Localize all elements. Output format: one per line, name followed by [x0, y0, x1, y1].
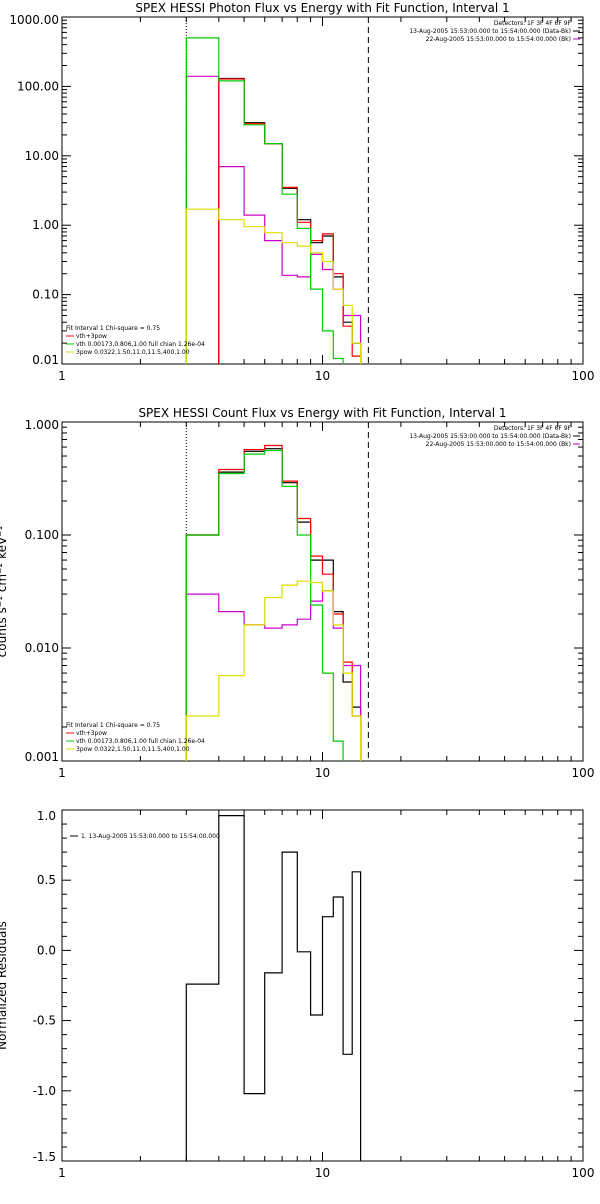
series-vth [185, 37, 344, 364]
y-tick-label: 1.0 [37, 809, 56, 823]
header-line: 13-Aug-2005 15:53:00.000 to 15:54:00.000… [409, 28, 571, 35]
x-tick-label: 10 [315, 766, 330, 780]
y-tick-label: 0.100 [25, 528, 59, 542]
y-tick-label: 0.001 [25, 750, 59, 764]
y-tick-label: 100.00 [17, 79, 59, 93]
legend-entry: vth 0.00173,0.806,1.00 full chian 1.26e-… [76, 738, 205, 745]
header-line: Detectors: 1F 3F 4F 6F 9F [494, 20, 572, 27]
y-tick-label: 0.0 [37, 943, 56, 957]
y-axis-label: counts s⁻¹ cm⁻² keV⁻¹ [0, 525, 9, 657]
y-tick-label: 0.010 [25, 641, 59, 655]
legend-entry: 1. 13-Aug-2005 15:53:00.000 to 15:54:00.… [81, 833, 220, 840]
y-tick-label: 10.00 [25, 149, 59, 163]
legend-entry: Fit Interval 1 Chi-square = 0.75 [66, 722, 160, 729]
series-bk [185, 590, 362, 761]
y-tick-label: -1.5 [33, 1150, 56, 1164]
x-tick-label: 1 [58, 766, 66, 780]
x-tick-label: 100 [572, 1166, 595, 1180]
series-bk [185, 75, 362, 364]
series-vth [185, 449, 344, 761]
legend-entry: Fit Interval 1 Chi-square = 0.75 [66, 325, 160, 332]
y-tick-label: 0.5 [37, 873, 56, 887]
y-tick-label: 1.000 [25, 418, 59, 432]
legend-entry: vth+3pow [76, 333, 107, 340]
chart-title: SPEX HESSI Count Flux vs Energy with Fit… [138, 406, 506, 420]
series-data-bk [218, 77, 362, 364]
header-line: 13-Aug-2005 15:53:00.000 to 15:54:00.000… [409, 433, 571, 440]
x-tick-label: 100 [572, 369, 595, 383]
series-vth-3pow [185, 444, 362, 761]
legend-entry: 3pow 0.0322,1.50,11.0,11.5,400,1.00 [76, 746, 190, 753]
legend-entry: vth 0.00173,0.806,1.00 full chian 1.26e-… [76, 341, 205, 348]
y-tick-label: 0.10 [32, 288, 59, 302]
series-3pow [185, 580, 362, 761]
y-tick-label: -0.5 [33, 1014, 56, 1028]
chart-panel-1: SPEX HESSI Photon Flux vs Energy with Fi… [9, 1, 595, 383]
series-3pow [185, 208, 362, 364]
legend-entry: vth+3pow [76, 730, 107, 737]
chart-panel-3: 1 10 100 -1.5 -1.0 -0.5 0.0 0.5 1.0 Normalized Re… [0, 809, 595, 1180]
x-tick-label: 10 [315, 1166, 330, 1180]
y-tick-label: 1.00 [32, 218, 59, 232]
chart-panel-2: SPEX HESSI Count Flux vs Energy with Fit… [0, 406, 595, 780]
header-line: 22-Aug-2005 15:53:00.000 to 15:54:00.000… [426, 36, 571, 43]
y-axis-label: Normalized Residuals [0, 921, 9, 1050]
header-line: 22-Aug-2005 15:53:00.000 to 15:54:00.000… [426, 441, 571, 448]
header-line: Detectors: 1F 3F 4F 6F 9F [494, 425, 572, 432]
series-vth-3pow [218, 78, 362, 364]
x-tick-label: 10 [315, 369, 330, 383]
series-1-13-aug-2005-15-53-00-000-to-15-54-00-000 [185, 815, 362, 1161]
y-tick-label: -1.0 [33, 1084, 56, 1098]
y-tick-label: 1000.00 [9, 13, 59, 27]
x-tick-label: 1 [58, 369, 66, 383]
legend-entry: 3pow 0.0322,1.50,11.0,11.5,400,1.00 [76, 349, 190, 356]
chart-title: SPEX HESSI Photon Flux vs Energy with Fi… [135, 1, 509, 15]
x-tick-label: 100 [572, 766, 595, 780]
y-tick-label: 0.01 [32, 353, 59, 367]
x-tick-label: 1 [58, 1166, 66, 1180]
